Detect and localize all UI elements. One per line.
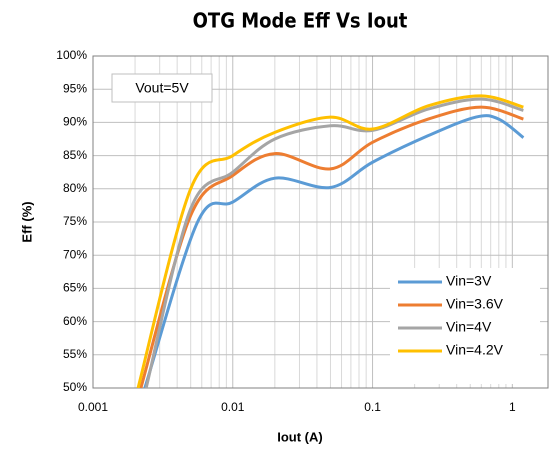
chart-title: OTG Mode Eff Vs Iout [193,9,408,33]
y-tick-label: 90% [63,115,87,129]
series-line [143,114,525,388]
y-tick-label: 50% [63,380,87,394]
x-tick-label: 0.01 [221,400,245,414]
x-axis-label: Iout (A) [277,429,322,444]
plot-border [92,55,549,389]
legend-label: Vin=4V [446,319,492,335]
y-tick-label: 55% [63,347,87,361]
y-tick-label: 60% [63,314,87,328]
y-tick-label: 75% [63,214,87,228]
y-tick-label: 95% [63,81,87,95]
legend-label: Vin=3V [446,273,492,289]
series-line [139,105,524,388]
x-tick-label: 1 [509,400,516,414]
y-tick-label: 70% [63,247,87,261]
legend-label: Vin=3.6V [446,296,504,312]
annotation: Vout=5V [135,80,189,96]
series-line [136,94,524,388]
series-line [144,97,524,388]
legend-box [390,268,540,384]
y-axis-label: Eff (%) [19,201,34,242]
y-tick-label: 80% [63,181,87,195]
x-tick-label: 0.1 [364,400,381,414]
x-tick-label: 0.001 [78,400,108,414]
y-tick-label: 100% [56,48,87,62]
y-tick-label: 85% [63,148,87,162]
y-tick-label: 65% [63,281,87,295]
annotation-box [111,73,213,103]
legend-label: Vin=4.2V [446,342,504,358]
